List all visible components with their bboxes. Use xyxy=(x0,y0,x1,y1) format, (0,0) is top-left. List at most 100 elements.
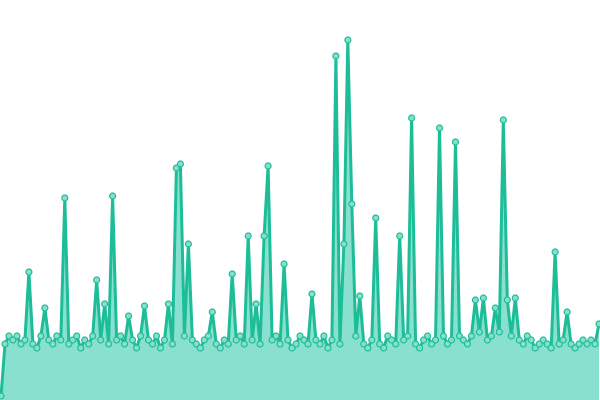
data-point-16 xyxy=(61,194,69,202)
data-point-126 xyxy=(499,116,507,124)
data-point-128 xyxy=(507,332,515,340)
data-point-15 xyxy=(57,336,65,344)
data-point-40 xyxy=(156,344,165,352)
data-point-47 xyxy=(184,240,192,248)
data-point-43 xyxy=(168,340,177,348)
data-point-92 xyxy=(364,344,372,352)
data-point-99 xyxy=(392,340,400,348)
data-point-45 xyxy=(176,160,184,168)
data-point-65 xyxy=(256,340,264,348)
data-point-13 xyxy=(49,340,57,348)
data-point-120 xyxy=(475,328,483,336)
data-point-142 xyxy=(563,308,571,316)
data-point-7 xyxy=(25,268,33,276)
data-point-23 xyxy=(89,332,97,340)
data-point-46 xyxy=(180,332,188,340)
data-point-100 xyxy=(396,232,404,240)
data-point-10 xyxy=(37,332,45,340)
data-point-50 xyxy=(196,344,204,352)
data-point-84 xyxy=(332,52,340,60)
data-point-96 xyxy=(380,344,388,352)
data-point-131 xyxy=(519,340,527,348)
data-point-6 xyxy=(21,336,29,344)
data-point-28 xyxy=(109,192,117,200)
data-point-24 xyxy=(93,276,101,284)
data-point-88 xyxy=(348,200,356,208)
data-point-118 xyxy=(467,332,476,340)
data-point-42 xyxy=(164,300,173,308)
data-point-70 xyxy=(276,340,284,348)
data-point-129 xyxy=(511,294,519,302)
data-point-27 xyxy=(105,340,113,348)
data-point-11 xyxy=(41,304,49,312)
data-point-85 xyxy=(336,340,344,348)
data-point-4 xyxy=(13,332,21,340)
data-point-26 xyxy=(101,300,109,308)
data-point-35 xyxy=(136,332,145,340)
data-point-0 xyxy=(0,392,5,400)
data-point-1 xyxy=(1,340,9,348)
data-point-67 xyxy=(264,162,272,170)
data-point-113 xyxy=(447,336,456,344)
data-point-83 xyxy=(328,336,336,344)
data-point-41 xyxy=(160,336,169,344)
data-point-22 xyxy=(85,340,93,348)
data-point-32 xyxy=(124,312,133,320)
data-point-80 xyxy=(316,340,324,348)
data-point-124 xyxy=(491,304,499,312)
data-point-34 xyxy=(132,344,141,352)
data-point-71 xyxy=(280,260,288,268)
data-point-9 xyxy=(33,344,41,352)
data-point-20 xyxy=(77,344,85,352)
data-point-121 xyxy=(479,294,487,302)
data-point-125 xyxy=(495,328,503,336)
data-point-66 xyxy=(260,232,268,240)
data-point-133 xyxy=(527,336,535,344)
area-fill xyxy=(1,40,599,400)
data-point-77 xyxy=(304,340,312,348)
data-point-64 xyxy=(252,300,260,308)
data-point-36 xyxy=(140,302,149,310)
data-point-30 xyxy=(116,332,125,340)
data-point-33 xyxy=(128,336,137,344)
data-point-117 xyxy=(463,340,472,348)
data-point-57 xyxy=(224,340,232,348)
data-point-58 xyxy=(228,270,236,278)
data-point-141 xyxy=(559,336,567,344)
data-point-150 xyxy=(595,320,600,328)
data-point-25 xyxy=(97,336,105,344)
data-point-52 xyxy=(204,332,212,340)
data-point-69 xyxy=(272,332,280,340)
data-point-107 xyxy=(423,332,432,340)
data-point-105 xyxy=(416,344,424,352)
data-point-53 xyxy=(208,308,216,316)
data-point-55 xyxy=(216,344,224,352)
data-point-31 xyxy=(120,340,129,348)
data-point-110 xyxy=(435,124,444,132)
data-point-72 xyxy=(284,336,292,344)
data-point-119 xyxy=(471,296,480,304)
data-point-103 xyxy=(408,114,416,122)
data-point-138 xyxy=(547,344,555,352)
data-point-62 xyxy=(244,232,252,240)
data-point-102 xyxy=(404,332,412,340)
data-point-94 xyxy=(372,214,380,222)
data-point-63 xyxy=(248,336,256,344)
data-point-81 xyxy=(320,332,328,340)
data-point-78 xyxy=(308,290,316,298)
data-point-39 xyxy=(152,332,161,340)
data-point-19 xyxy=(73,332,81,340)
data-point-87 xyxy=(344,36,352,44)
data-point-114 xyxy=(451,138,460,146)
data-point-139 xyxy=(551,248,559,256)
data-point-74 xyxy=(292,340,300,348)
data-point-109 xyxy=(431,336,440,344)
data-point-127 xyxy=(503,296,511,304)
data-point-89 xyxy=(352,332,360,340)
data-point-90 xyxy=(356,292,364,300)
data-point-61 xyxy=(240,340,248,348)
data-point-60 xyxy=(236,332,244,340)
data-point-38 xyxy=(148,340,157,348)
data-point-82 xyxy=(324,344,332,352)
